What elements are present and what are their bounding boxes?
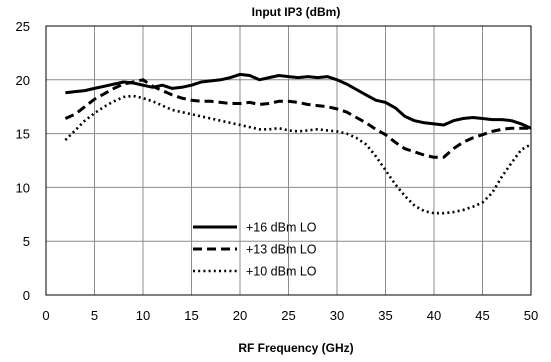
y-tick-labels: 0 5 10 15 20 25 <box>16 19 30 303</box>
plot-area-frame <box>45 25 532 296</box>
x-tick-label: 10 <box>136 308 150 323</box>
x-tick-label: 5 <box>91 308 98 323</box>
y-tick-label: 15 <box>16 127 30 142</box>
legend-label: +16 dBm LO <box>246 221 317 235</box>
x-tick-label: 40 <box>427 308 441 323</box>
series-line-1 <box>65 72 532 130</box>
legend: +16 dBm LO +13 dBm LO +10 dBm LO <box>193 221 317 279</box>
y-tick-label: 5 <box>23 234 30 249</box>
x-tick-label: 25 <box>281 308 295 323</box>
series-lines <box>64 72 532 215</box>
x-tick-labels: 0 5 10 15 20 25 30 35 40 45 50 <box>42 308 538 323</box>
x-axis-title: RF Frequency (GHz) <box>238 341 353 355</box>
y-tick-label: 25 <box>16 19 30 34</box>
series-line-3 <box>64 94 532 215</box>
x-tick-label: 30 <box>330 308 344 323</box>
chart-title: Input IP3 (dBm) <box>252 5 341 19</box>
x-tick-label: 15 <box>184 308 198 323</box>
x-tick-label: 50 <box>524 308 538 323</box>
y-tick-label: 0 <box>23 288 30 303</box>
x-tick-label: 45 <box>475 308 489 323</box>
legend-label: +10 dBm LO <box>246 265 317 279</box>
x-tick-label: 20 <box>233 308 247 323</box>
series-line-2 <box>64 78 531 159</box>
y-tick-label: 20 <box>16 73 30 88</box>
legend-label: +13 dBm LO <box>246 243 317 257</box>
y-tick-label: 10 <box>16 180 30 195</box>
x-tick-label: 35 <box>378 308 392 323</box>
x-tick-label: 0 <box>42 308 49 323</box>
